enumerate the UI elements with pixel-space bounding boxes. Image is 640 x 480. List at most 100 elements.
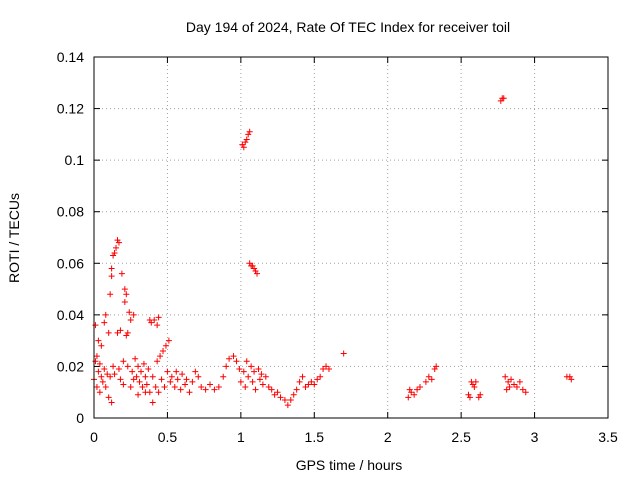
- data-point: [226, 355, 233, 362]
- y-axis-label: ROTI / TECUs: [6, 193, 22, 283]
- data-point: [274, 389, 281, 396]
- data-point: [108, 273, 115, 280]
- data-point: [120, 381, 127, 388]
- data-point: [111, 249, 118, 256]
- data-point: [465, 391, 472, 398]
- y-tick-label: 0: [76, 410, 84, 426]
- data-point: [124, 363, 131, 370]
- data-point: [236, 366, 243, 373]
- data-point: [114, 237, 121, 244]
- x-tick-label: 0.5: [158, 429, 178, 445]
- data-point: [129, 368, 136, 375]
- data-point: [142, 373, 149, 380]
- chart-title: Day 194 of 2024, Rate Of TEC Index for r…: [186, 19, 510, 35]
- data-point: [522, 389, 529, 396]
- data-point: [308, 378, 315, 385]
- data-point: [325, 366, 332, 373]
- data-point: [262, 373, 269, 380]
- data-point: [259, 381, 266, 388]
- data-point: [135, 391, 142, 398]
- data-point: [123, 291, 130, 298]
- data-point: [162, 342, 169, 349]
- data-point: [516, 378, 523, 385]
- data-point: [117, 327, 124, 334]
- data-point: [139, 384, 146, 391]
- data-point: [95, 337, 102, 344]
- data-point: [126, 309, 133, 316]
- data-point: [133, 373, 140, 380]
- data-point: [182, 381, 189, 388]
- data-point: [246, 128, 253, 135]
- data-point: [281, 396, 288, 403]
- data-point: [471, 384, 478, 391]
- data-point: [271, 391, 278, 398]
- data-point: [506, 384, 513, 391]
- data-point: [290, 391, 297, 398]
- data-point: [508, 376, 515, 383]
- data-point: [240, 144, 247, 151]
- data-point: [98, 373, 105, 380]
- data-point: [149, 373, 156, 380]
- data-point: [249, 262, 256, 269]
- y-tick-label: 0.04: [57, 307, 84, 323]
- data-point: [101, 319, 108, 326]
- data-point: [248, 363, 255, 370]
- data-point: [96, 360, 103, 367]
- data-point: [105, 394, 112, 401]
- data-point: [179, 371, 186, 378]
- x-tick-label: 1.5: [305, 429, 325, 445]
- x-tick-label: 2: [384, 429, 392, 445]
- data-point: [311, 381, 318, 388]
- data-point: [254, 270, 261, 277]
- data-point: [107, 373, 114, 380]
- data-point: [121, 286, 128, 293]
- data-point: [157, 353, 164, 360]
- data-point: [211, 386, 218, 393]
- data-point: [519, 386, 526, 393]
- data-point: [302, 384, 309, 391]
- data-point: [130, 311, 137, 318]
- data-point: [568, 376, 575, 383]
- data-point: [93, 353, 100, 360]
- data-point: [130, 376, 137, 383]
- data-point: [503, 386, 510, 393]
- data-point: [154, 358, 161, 365]
- data-point: [127, 317, 134, 324]
- data-point: [340, 350, 347, 357]
- data-point: [140, 360, 147, 367]
- data-point: [164, 368, 171, 375]
- data-point: [245, 373, 252, 380]
- data-point: [256, 376, 263, 383]
- data-point: [466, 394, 473, 401]
- data-point: [155, 389, 162, 396]
- data-point: [114, 329, 121, 336]
- data-point: [242, 139, 249, 146]
- data-point: [151, 317, 158, 324]
- data-point: [154, 322, 161, 329]
- data-point: [105, 329, 112, 336]
- data-point: [110, 363, 117, 370]
- data-point: [287, 396, 294, 403]
- data-point: [237, 378, 244, 385]
- data-point: [149, 399, 156, 406]
- data-point: [323, 363, 330, 370]
- data-point: [93, 384, 100, 391]
- y-tick-label: 0.06: [57, 255, 84, 271]
- data-point: [189, 378, 196, 385]
- data-point: [146, 389, 153, 396]
- data-point: [168, 373, 175, 380]
- data-point: [198, 384, 205, 391]
- data-point: [132, 355, 139, 362]
- data-point: [505, 378, 512, 385]
- data-point: [305, 381, 312, 388]
- data-point: [243, 358, 250, 365]
- data-point: [239, 141, 246, 148]
- data-point: [417, 384, 424, 391]
- data-point: [255, 366, 262, 373]
- data-point: [98, 342, 105, 349]
- data-point: [406, 386, 413, 393]
- data-point: [411, 391, 418, 398]
- data-point: [186, 389, 193, 396]
- data-point: [173, 368, 180, 375]
